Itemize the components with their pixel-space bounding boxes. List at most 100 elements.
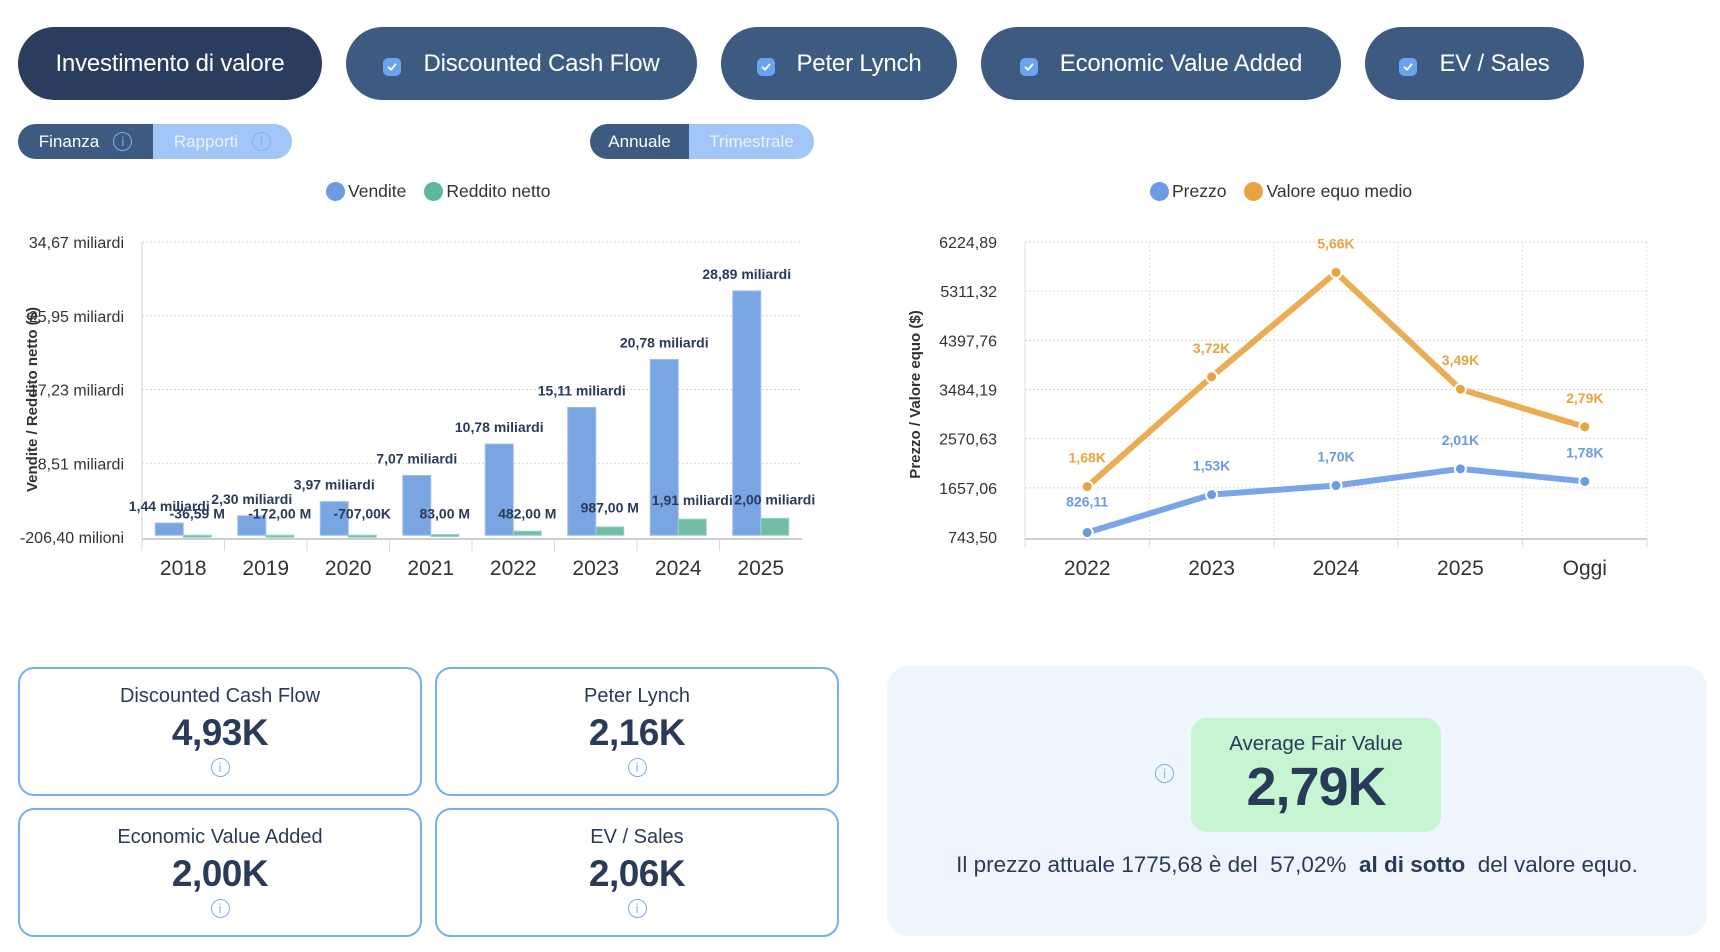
checkbox-checked-icon[interactable] [1399,57,1418,76]
period-toggle: Annuale Trimestrale [590,124,814,159]
data-label-reddito: 83,00 M [419,505,470,521]
bar-reddito [347,534,377,538]
toggle-label: Rapporti [173,131,239,151]
info-icon[interactable]: i [113,132,133,151]
point-valore-equo [1080,480,1094,494]
data-label-reddito: 482,00 M [498,505,556,521]
y-tick-label: 3484,19 [939,383,997,400]
method-pill-dcf[interactable]: Discounted Cash Flow [346,27,697,100]
x-tick-label: 2022 [1064,557,1111,580]
legend-item-prezzo[interactable]: Prezzo [1150,181,1226,202]
sales-income-bar-chart: -206,40 milioni 8,51 miliardi 17,23 miliar… [20,235,815,580]
x-tick-label: 2023 [572,557,619,580]
toggle-trimestrale[interactable]: Trimestrale [689,124,814,159]
info-icon[interactable]: i [627,758,647,777]
y-axis-title: Prezzo / Valore equo ($) [907,310,924,478]
method-card-dcf[interactable]: Discounted Cash Flow 4,93K i [18,667,422,796]
data-label-valore-equo: 3,49K [1442,352,1479,368]
average-fair-value-badge: Average Fair Value 2,79K [1191,718,1441,832]
x-tick-label: 2020 [325,557,372,580]
method-card-ev-sales[interactable]: EV / Sales 2,06K i [435,808,839,937]
point-valore-equo [1578,420,1592,434]
info-icon[interactable]: i [252,132,272,151]
checkbox-checked-icon[interactable] [756,57,775,76]
card-title: EV / Sales [590,826,684,848]
legend-item-reddito[interactable]: Reddito netto [424,181,551,202]
method-pill-label: EV / Sales [1439,49,1550,77]
toggle-rapporti[interactable]: Rapporti i [153,124,292,159]
bar-vendite [319,501,349,536]
bar-reddito [430,534,460,538]
price-fairvalue-line-chart: 743,50 1657,06 2570,63 3484,19 4397,76 5311,3… [907,235,1648,580]
data-label-vendite: 10,78 miliardi [455,419,544,435]
legend-dot-icon [424,182,444,201]
toggle-annuale[interactable]: Annuale [590,124,689,159]
checkbox-checked-icon[interactable] [1019,57,1038,76]
data-label-valore-equo: 2,79K [1566,390,1603,406]
bar-vendite [484,443,514,536]
legend-item-vendite[interactable]: Vendite [326,181,406,202]
data-label-reddito: -707,00K [333,505,391,521]
checkbox-checked-icon[interactable] [383,57,402,76]
y-tick-label: 34,67 miliardi [29,235,124,252]
data-label-reddito: 2,00 miliardi [734,491,815,507]
point-prezzo [1453,462,1467,476]
y-tick-label: 25,95 miliardi [29,309,124,326]
info-icon[interactable]: i [210,899,230,918]
y-tick-label: -206,40 milioni [20,530,124,547]
bar-vendite [237,515,267,536]
method-pill-ev-sales[interactable]: EV / Sales [1365,27,1584,100]
method-pill-label: Discounted Cash Flow [423,49,660,77]
legend-dot-icon [326,182,345,201]
legend-label: Vendite [348,181,407,201]
y-tick-label: 1657,06 [939,481,997,498]
data-label-reddito: 987,00 M [581,499,639,515]
method-pill-label: Peter Lynch [796,49,922,77]
data-label-valore-equo: 5,66K [1317,235,1354,251]
card-title: Peter Lynch [584,685,690,707]
method-pill-label: Investimento di valore [55,49,285,77]
method-card-peter-lynch[interactable]: Peter Lynch 2,16K i [435,667,839,796]
method-pill-peter-lynch[interactable]: Peter Lynch [721,27,957,100]
data-label-vendite: 15,11 miliardi [538,382,626,398]
x-tick-label: 2019 [242,557,289,580]
toggle-finanza[interactable]: Finanza i [18,124,153,159]
x-tick-label: Oggi [1563,557,1607,580]
y-tick-label: 6224,89 [939,235,997,252]
card-value: 2,16K [588,712,686,753]
point-prezzo [1578,474,1592,488]
y-tick-label: 5311,32 [940,284,997,301]
y-tick-label: 2570,63 [939,432,997,449]
x-tick-label: 2023 [1188,557,1235,580]
card-value: 2,00K [171,853,269,894]
bar-vendite [154,522,184,536]
info-icon[interactable]: i [210,758,230,777]
bar-reddito [760,517,790,536]
bar-reddito [182,534,212,538]
data-label-prezzo: 1,53K [1193,458,1230,474]
bar-reddito [677,518,707,536]
legend-label: Valore equo medio [1266,181,1413,201]
method-pill-eva[interactable]: Economic Value Added [981,27,1341,100]
data-label-vendite: 3,97 miliardi [294,477,375,493]
toggle-label: Finanza [38,131,100,151]
legend-item-valore[interactable]: Valore equo medio [1244,181,1412,202]
x-tick-label: 2024 [655,557,702,580]
bar-chart-legend: Vendite Reddito netto [326,181,569,202]
bar-vendite [567,406,597,536]
data-label-reddito: -172,00 M [248,505,311,521]
info-icon[interactable]: i [627,899,647,918]
data-label-vendite: 7,07 miliardi [376,450,457,466]
info-icon[interactable]: i [1155,764,1174,783]
data-label-prezzo: 1,78K [1566,444,1603,460]
method-card-eva[interactable]: Economic Value Added 2,00K i [18,808,422,937]
average-fair-value-title: Average Fair Value [1229,732,1403,755]
y-tick-label: 8,51 miliardi [38,456,124,473]
line-chart-legend: Prezzo Valore equo medio [1150,181,1430,202]
bar-reddito [512,530,542,536]
data-label-valore-equo: 3,72K [1193,340,1230,356]
data-label-vendite: 20,78 miliardi [620,334,709,350]
method-pill-value-investing[interactable]: Investimento di valore [18,27,322,100]
method-pill-label: Economic Value Added [1059,49,1303,77]
x-tick-label: 2024 [1313,557,1360,580]
